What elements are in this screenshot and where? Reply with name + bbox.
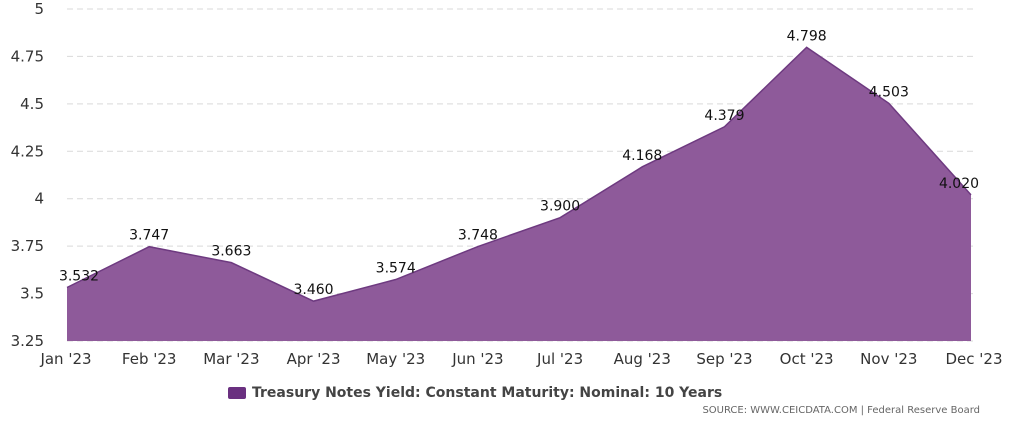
data-label-9: 4.798	[787, 28, 827, 44]
data-point-2[interactable]	[228, 260, 234, 266]
data-label-8: 4.379	[704, 108, 744, 124]
x-axis-ticks: Jan '23 Feb '23 Mar '23 Apr '23 May '23 Jun '…	[39, 350, 1002, 368]
x-tick-label-1: Feb '23	[122, 350, 177, 368]
y-tick-label-2: 3.75	[11, 237, 44, 255]
y-tick-label-4: 4.25	[11, 142, 44, 160]
data-label-11: 4.020	[939, 176, 979, 192]
legend-swatch-icon	[228, 387, 246, 399]
data-label-0: 3.532	[59, 269, 99, 285]
data-point-10[interactable]	[886, 100, 892, 106]
data-point-3[interactable]	[311, 298, 317, 304]
data-point-0[interactable]	[64, 285, 70, 291]
y-tick-label-5: 4.5	[20, 95, 44, 113]
data-label-2: 3.663	[211, 244, 251, 260]
y-tick-label-1: 3.5	[20, 285, 44, 303]
x-tick-label-6: Jul '23	[536, 350, 583, 368]
data-label-4: 3.574	[376, 261, 416, 277]
data-point-11[interactable]	[968, 192, 974, 198]
data-label-3: 3.460	[293, 282, 333, 298]
y-axis-ticks: 3.25 3.5 3.75 4 4.25 4.5 4.75 5	[11, 0, 44, 350]
data-label-7: 4.168	[622, 148, 662, 164]
y-tick-label-0: 3.25	[11, 332, 44, 350]
data-label-10: 4.503	[869, 84, 909, 100]
x-tick-label-11: Dec '23	[945, 350, 1002, 368]
x-tick-label-7: Aug '23	[614, 350, 671, 368]
data-point-9[interactable]	[804, 44, 810, 50]
data-point-4[interactable]	[393, 277, 399, 283]
data-point-7[interactable]	[639, 164, 645, 170]
y-tick-label-6: 4.75	[11, 47, 44, 65]
x-tick-label-0: Jan '23	[39, 350, 91, 368]
data-point-8[interactable]	[721, 124, 727, 130]
data-label-6: 3.900	[540, 199, 580, 215]
x-tick-label-5: Jun '23	[451, 350, 503, 368]
data-point-1[interactable]	[146, 244, 152, 250]
x-tick-label-9: Oct '23	[780, 350, 834, 368]
data-point-6[interactable]	[557, 215, 563, 221]
data-label-5: 3.748	[458, 228, 498, 244]
x-tick-label-4: May '23	[366, 350, 425, 368]
data-point-5[interactable]	[475, 244, 481, 250]
x-tick-label-3: Apr '23	[287, 350, 341, 368]
chart-plot: 3.25 3.5 3.75 4 4.25 4.5 4.75 5 Jan '23 Feb '23 M…	[11, 0, 1003, 368]
legend[interactable]: Treasury Notes Yield: Constant Maturity:…	[228, 385, 722, 401]
legend-label: Treasury Notes Yield: Constant Maturity:…	[252, 385, 723, 401]
source-note: SOURCE: WWW.CEICDATA.COM | Federal Reser…	[702, 405, 980, 416]
y-tick-label-7: 5	[34, 0, 44, 18]
x-tick-label-8: Sep '23	[696, 350, 752, 368]
y-tick-label-3: 4	[34, 190, 44, 208]
area-fill	[67, 47, 971, 341]
area-line	[66, 46, 972, 302]
area-series	[64, 44, 974, 341]
x-tick-label-2: Mar '23	[203, 350, 259, 368]
data-labels: 3.532 3.747 3.663 3.460 3.574 3.748 3.900 4.168…	[59, 28, 979, 298]
data-label-1: 3.747	[129, 228, 169, 244]
x-tick-label-10: Nov '23	[860, 350, 917, 368]
